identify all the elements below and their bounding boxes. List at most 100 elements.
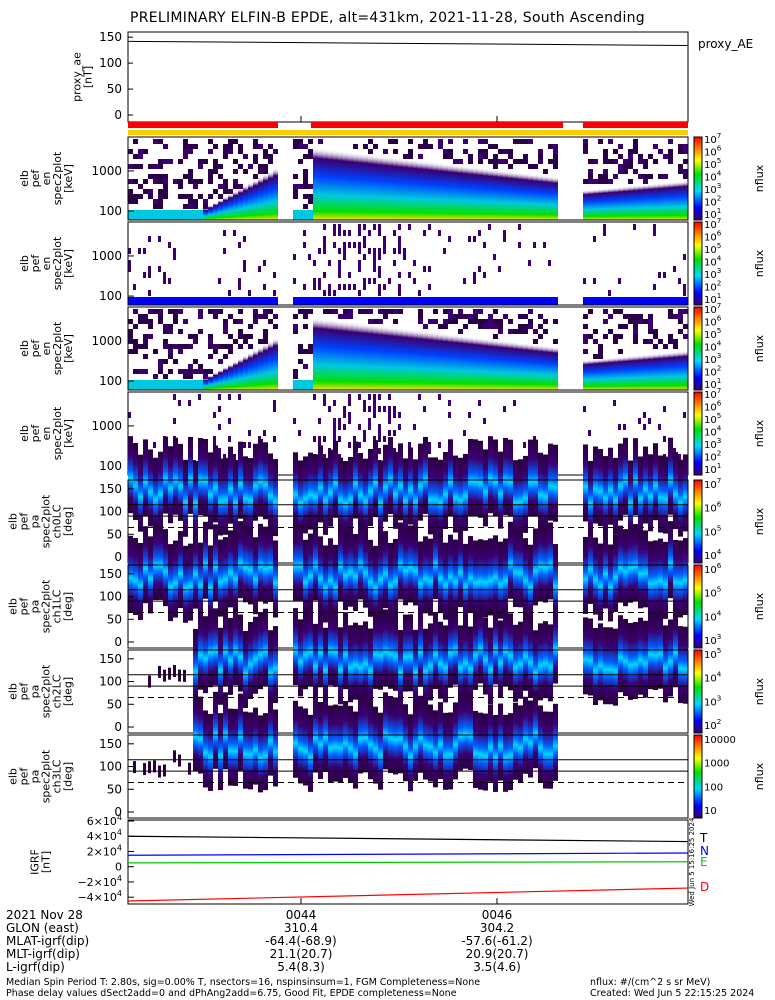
- ylabel-line: [nT]: [40, 851, 53, 873]
- spectrum-low-energy: [298, 297, 303, 305]
- spectrum-fill-column: [273, 337, 278, 390]
- spectrum-frame: [127, 221, 689, 306]
- pa-column: [473, 612, 478, 690]
- spectrum-low-energy: [148, 380, 153, 390]
- pa-column: [533, 528, 538, 606]
- spectrum-noise-pixel: [473, 236, 476, 242]
- pa-column: [683, 454, 688, 532]
- spectrum-noise-pixel: [603, 224, 606, 230]
- spectrum-noise-pixel: [648, 324, 653, 329]
- spectrum-noise-pixel: [208, 179, 213, 184]
- spectrum-fill-column: [333, 319, 338, 390]
- pa-column: [598, 449, 603, 527]
- ylabel-line: spec2plot: [40, 749, 53, 803]
- pa-column: [503, 608, 508, 686]
- spectrum-fill-column: [533, 174, 538, 220]
- pa-column: [513, 624, 518, 702]
- spectrum-noise-pixel: [503, 149, 508, 154]
- spectrum-noise-pixel: [218, 164, 223, 169]
- spectrum-noise-pixel: [263, 314, 268, 319]
- pa-column: [543, 711, 548, 789]
- spectrum-noise-pixel: [393, 260, 396, 266]
- pa-column: [323, 627, 328, 705]
- spectrum-low-energy: [358, 297, 363, 305]
- spectrum-fill-column: [263, 173, 268, 220]
- igrf-ytick-label: −4×104: [77, 889, 122, 904]
- spectrum-noise-pixel: [388, 139, 393, 144]
- ylabel-line: elb: [18, 170, 31, 187]
- spectrum-fill-column: [353, 152, 358, 220]
- spectrum-fill-column: [493, 339, 498, 390]
- pa-column: [328, 705, 333, 783]
- spectrum-noise-pixel: [518, 139, 523, 144]
- spectrum-fill-column: [253, 179, 258, 220]
- pa-column: [313, 523, 318, 601]
- spectrum-noise-pixel: [493, 324, 498, 329]
- spectrum-low-energy: [348, 297, 353, 305]
- pa-column: [418, 541, 423, 619]
- pa-column: [268, 453, 273, 531]
- pa-column: [338, 457, 343, 535]
- spectrum-noise-pixel: [368, 406, 371, 412]
- spectrum-noise-pixel: [263, 430, 266, 436]
- pa-column: [463, 543, 468, 621]
- spectrum-noise-pixel: [273, 314, 278, 319]
- pa-column: [128, 436, 133, 514]
- spectrum-noise-pixel: [303, 284, 306, 290]
- spectrum-noise-pixel: [208, 309, 213, 314]
- pa-ytick-label: 0: [114, 720, 122, 734]
- spectrum-fill-column: [488, 168, 493, 220]
- spectrum-noise-pixel: [238, 344, 243, 349]
- pa-column: [633, 524, 638, 602]
- pa-ytick-label: 100: [99, 760, 122, 774]
- spectrum-noise-pixel: [248, 334, 253, 339]
- pa-column: [518, 621, 523, 699]
- spectrum-noise-pixel: [318, 139, 323, 144]
- ylabel-line: elb: [18, 255, 31, 272]
- spectrum-fill-column: [523, 172, 528, 220]
- spectrum-noise-pixel: [528, 164, 533, 169]
- spectrum-noise-pixel: [513, 329, 518, 334]
- spectrum-noise-pixel: [183, 154, 188, 159]
- spectrum-noise-pixel: [473, 309, 478, 314]
- spectrum-noise-pixel: [133, 154, 138, 159]
- spectrum-low-energy: [153, 380, 158, 390]
- spectrum-noise-pixel: [653, 230, 656, 236]
- spectrum-noise-pixel: [273, 400, 276, 406]
- spectrum-noise-pixel: [303, 194, 308, 199]
- pa-column: [308, 609, 313, 687]
- pa-column: [328, 608, 333, 686]
- spectrum-low-energy: [658, 297, 663, 305]
- proxy-ae-legend: proxy_AE: [698, 37, 753, 51]
- pa-column: [333, 704, 338, 782]
- spectrum-noise-pixel: [408, 149, 413, 154]
- spectrum-noise-pixel: [173, 344, 178, 349]
- spectrum-noise-pixel: [658, 149, 663, 154]
- spectrum-noise-pixel: [253, 174, 258, 179]
- spectrum-fill-column: [603, 358, 608, 390]
- pa-column: [638, 456, 643, 534]
- spectrum-colorbar: [693, 391, 703, 476]
- pa-column: [443, 542, 448, 620]
- spectrum-noise-pixel: [298, 184, 303, 189]
- spectrum-low-energy: [173, 297, 178, 305]
- spectrum-noise-pixel: [243, 339, 248, 344]
- spectrum-noise-pixel: [503, 159, 508, 164]
- spectrum-low-energy: [388, 297, 393, 305]
- pa-column: [313, 623, 318, 701]
- pa-column: [163, 436, 168, 514]
- spectrum-noise-pixel: [343, 284, 346, 290]
- pa-column: [268, 630, 273, 708]
- spectrum-noise-pixel: [388, 418, 391, 424]
- pa-column: [303, 539, 308, 617]
- spectrum-noise-pixel: [208, 194, 213, 199]
- spectrum-noise-pixel: [603, 230, 606, 236]
- spectrum-noise-pixel: [653, 144, 658, 149]
- pa-column: [588, 618, 593, 696]
- spectrum-noise-pixel: [133, 324, 138, 329]
- spectrum-noise-pixel: [363, 224, 366, 230]
- pa-column: [198, 612, 203, 690]
- spectrum-noise-pixel: [623, 169, 628, 174]
- spectrum-noise-pixel: [378, 309, 383, 314]
- spectrum-noise-pixel: [158, 314, 163, 319]
